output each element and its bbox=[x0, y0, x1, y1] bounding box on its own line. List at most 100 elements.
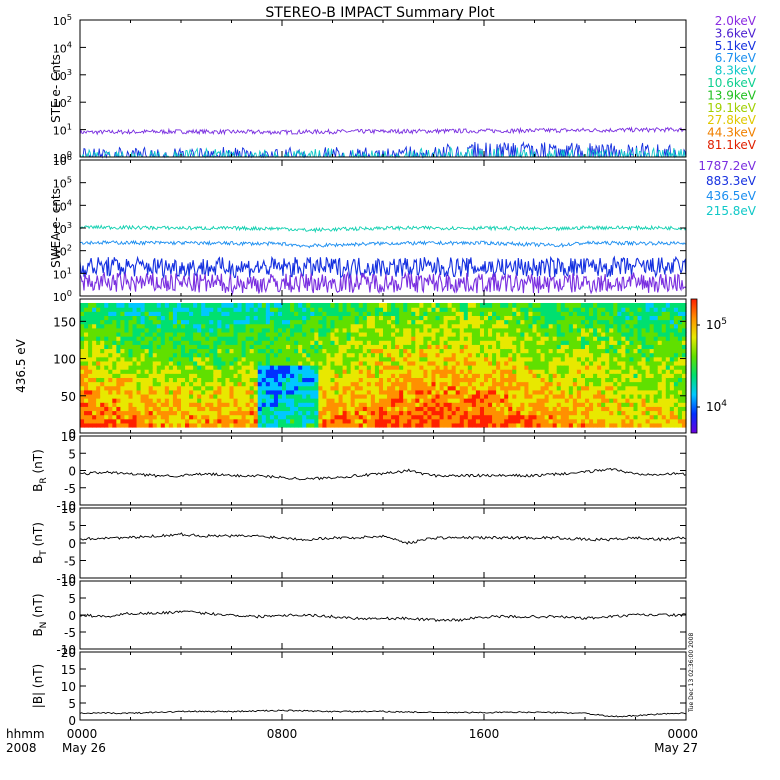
spectrogram-cell bbox=[342, 311, 348, 316]
spectrogram-cell bbox=[435, 385, 441, 391]
spectrogram-cell bbox=[310, 348, 315, 354]
spectrogram-cell bbox=[185, 389, 190, 395]
spectrogram-cell bbox=[253, 331, 259, 337]
spectrogram-cell bbox=[201, 360, 206, 366]
spectrogram-cell bbox=[395, 377, 400, 383]
spectrogram-cell bbox=[451, 344, 457, 350]
spectrogram-cell bbox=[164, 365, 170, 370]
spectrogram-cell bbox=[681, 331, 687, 337]
spectrogram-cell bbox=[217, 344, 222, 350]
spectrogram-cell bbox=[112, 389, 117, 395]
spectrogram-cell bbox=[657, 331, 663, 337]
spectrogram-cell bbox=[318, 402, 323, 407]
spectrogram-cell bbox=[435, 360, 441, 366]
spectrogram-cell bbox=[366, 307, 372, 312]
spectrogram-cell bbox=[609, 393, 614, 399]
spectrogram-cell bbox=[669, 303, 675, 308]
spectrogram-cell bbox=[395, 348, 400, 354]
spectrogram-cell bbox=[496, 373, 501, 378]
spectrogram-cell bbox=[217, 348, 222, 354]
spectrogram-cell bbox=[310, 307, 315, 312]
spectrogram-cell bbox=[617, 331, 622, 337]
spectrogram-cell bbox=[310, 402, 315, 407]
spectrogram-cell bbox=[564, 398, 570, 403]
legend-entry: 215.8eV bbox=[706, 204, 757, 218]
spectrogram-cell bbox=[609, 311, 614, 316]
spectrogram-cell bbox=[273, 414, 279, 420]
spectrogram-cell bbox=[681, 365, 687, 370]
spectrogram-cell bbox=[492, 414, 497, 420]
spectrogram-cell bbox=[290, 311, 295, 316]
spectrogram-cell bbox=[661, 369, 667, 374]
spectrogram-cell bbox=[589, 336, 594, 341]
spectrogram-cell bbox=[261, 344, 267, 350]
spectrogram-cell bbox=[265, 418, 271, 424]
spectrogram-cell bbox=[229, 360, 235, 366]
spectrogram-cell bbox=[455, 414, 461, 420]
spectrogram-cell bbox=[213, 327, 218, 333]
spectrogram-cell bbox=[92, 340, 97, 345]
spectrogram-cell bbox=[677, 398, 683, 403]
spectrogram-cell bbox=[431, 373, 437, 378]
spectrogram-cell bbox=[500, 303, 505, 308]
spectrogram-cell bbox=[593, 344, 598, 350]
spectrogram-cell bbox=[156, 365, 162, 370]
series-swea-2 bbox=[79, 255, 687, 280]
spectrogram-cell bbox=[496, 381, 501, 387]
series-swea-1 bbox=[79, 239, 687, 249]
spectrogram-cell bbox=[407, 319, 412, 325]
spectrogram-cell bbox=[597, 360, 602, 366]
spectrogram-cell bbox=[322, 315, 328, 321]
spectrogram-cell bbox=[273, 389, 279, 395]
spectrogram-cell bbox=[649, 369, 655, 374]
spectrogram-cell bbox=[354, 406, 360, 412]
x-tick-label: 0000 bbox=[667, 727, 698, 741]
spectrogram-cell bbox=[673, 389, 679, 395]
spectrogram-cell bbox=[572, 323, 578, 329]
spectrogram-cell bbox=[439, 344, 445, 350]
spectrogram-cell bbox=[306, 369, 311, 374]
spectrogram-cell bbox=[354, 323, 360, 329]
spectrogram-cell bbox=[516, 365, 521, 370]
spectrogram-cell bbox=[415, 311, 420, 316]
spectrogram-cell bbox=[443, 422, 449, 428]
spectrogram-cell bbox=[257, 402, 263, 407]
spectrogram-cell bbox=[197, 398, 202, 403]
spectrogram-cell bbox=[479, 360, 485, 366]
spectrogram-cell bbox=[261, 402, 267, 407]
spectrogram-cell bbox=[193, 418, 198, 424]
spectrogram-cell bbox=[221, 402, 227, 407]
spectrogram-cell bbox=[479, 327, 485, 333]
spectrogram-cell bbox=[657, 373, 663, 378]
spectrogram-cell bbox=[492, 336, 497, 341]
spectrogram-cell bbox=[572, 418, 578, 424]
spectrogram-cell bbox=[681, 307, 687, 312]
spectrogram-cell bbox=[419, 406, 424, 412]
spectrogram-cell bbox=[269, 373, 275, 378]
spectrogram-cell bbox=[585, 385, 590, 391]
spectrogram-cell bbox=[673, 360, 679, 366]
spectrogram-cell bbox=[310, 323, 315, 329]
spectrogram-cell bbox=[209, 360, 214, 366]
spectrogram-cell bbox=[265, 307, 271, 312]
spectrogram-cell bbox=[520, 323, 525, 329]
spectrogram-cell bbox=[399, 365, 404, 370]
spectrogram-cell bbox=[443, 402, 449, 407]
spectrogram-cell bbox=[451, 323, 457, 329]
spectrogram-cell bbox=[580, 369, 586, 374]
spectrogram-cell bbox=[241, 389, 247, 395]
spectrogram-cell bbox=[84, 385, 89, 391]
spectrogram-cell bbox=[249, 327, 255, 333]
spectrogram-cell bbox=[350, 406, 356, 412]
spectrogram-cell bbox=[112, 356, 117, 362]
spectrogram-cell bbox=[172, 377, 178, 383]
spectrogram-cell bbox=[290, 402, 295, 407]
spectrogram-cell bbox=[576, 422, 582, 428]
spectrogram-cell bbox=[484, 418, 489, 424]
spectrogram-cell bbox=[201, 365, 206, 370]
spectrogram-cell bbox=[681, 418, 687, 424]
spectrogram-cell bbox=[322, 377, 328, 383]
spectrogram-cell bbox=[459, 315, 465, 321]
spectrogram-cell bbox=[528, 393, 534, 399]
spectrogram-cell bbox=[621, 340, 626, 345]
